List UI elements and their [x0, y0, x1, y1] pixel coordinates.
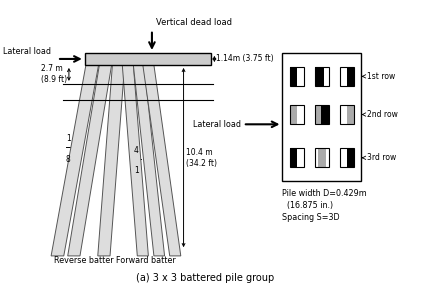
- Text: Lateral load: Lateral load: [3, 47, 51, 56]
- Text: 3: 3: [320, 171, 324, 180]
- Bar: [324, 67, 329, 86]
- Text: 4: 4: [320, 128, 324, 137]
- Polygon shape: [133, 65, 164, 256]
- Bar: [315, 148, 329, 167]
- Bar: [290, 105, 303, 124]
- Bar: [290, 67, 303, 86]
- Polygon shape: [143, 65, 181, 256]
- Text: 1: 1: [345, 89, 350, 98]
- Bar: [315, 105, 329, 124]
- Text: 1: 1: [134, 166, 139, 175]
- Bar: [315, 67, 329, 86]
- Text: 1.14m (3.75 ft): 1.14m (3.75 ft): [216, 54, 274, 63]
- Text: Vertical dead load: Vertical dead load: [156, 18, 232, 27]
- Bar: [341, 105, 354, 124]
- Text: 3: 3: [320, 89, 324, 98]
- Text: Pile width D=0.429m
  (16.875 in.)
Spacing S=3D: Pile width D=0.429m (16.875 in.) Spacing…: [283, 190, 367, 222]
- Text: 6: 6: [294, 128, 299, 137]
- Bar: [321, 105, 329, 124]
- Text: 1st row: 1st row: [368, 72, 395, 81]
- Text: (a) 3 x 3 battered pile group: (a) 3 x 3 battered pile group: [136, 273, 274, 283]
- Text: 1: 1: [345, 171, 350, 180]
- Bar: [341, 105, 354, 124]
- Bar: [85, 53, 211, 65]
- Bar: [283, 53, 361, 181]
- Text: 5: 5: [294, 89, 299, 98]
- Bar: [315, 67, 329, 86]
- Text: 8: 8: [66, 155, 71, 164]
- Bar: [341, 148, 354, 167]
- Bar: [341, 148, 354, 167]
- Text: 3rd row: 3rd row: [368, 153, 397, 162]
- Polygon shape: [51, 65, 99, 256]
- Bar: [290, 148, 297, 167]
- Bar: [347, 67, 354, 86]
- Text: 10.4 m
(34.2 ft): 10.4 m (34.2 ft): [186, 147, 217, 168]
- Bar: [290, 148, 303, 167]
- Bar: [315, 67, 329, 86]
- Bar: [347, 105, 354, 124]
- Text: 2.7 m
(8.9 ft): 2.7 m (8.9 ft): [41, 64, 67, 84]
- Text: 2: 2: [345, 128, 350, 137]
- Bar: [290, 67, 297, 86]
- Text: 1: 1: [66, 134, 71, 143]
- Text: Reverse batter: Reverse batter: [54, 256, 113, 265]
- Bar: [315, 105, 329, 124]
- Bar: [315, 148, 329, 167]
- Bar: [347, 148, 354, 167]
- Polygon shape: [68, 65, 112, 256]
- Bar: [290, 105, 297, 124]
- Text: Lateral load: Lateral load: [193, 120, 241, 129]
- Bar: [315, 105, 321, 124]
- Bar: [341, 67, 354, 86]
- Bar: [290, 67, 303, 86]
- Polygon shape: [122, 65, 148, 256]
- Bar: [341, 67, 354, 86]
- Text: Forward batter: Forward batter: [116, 256, 176, 265]
- Text: 5: 5: [294, 171, 299, 180]
- Polygon shape: [98, 65, 125, 256]
- Bar: [290, 105, 303, 124]
- Text: 2nd row: 2nd row: [368, 110, 398, 119]
- Bar: [318, 148, 326, 167]
- Text: 4: 4: [134, 146, 139, 155]
- Bar: [290, 148, 303, 167]
